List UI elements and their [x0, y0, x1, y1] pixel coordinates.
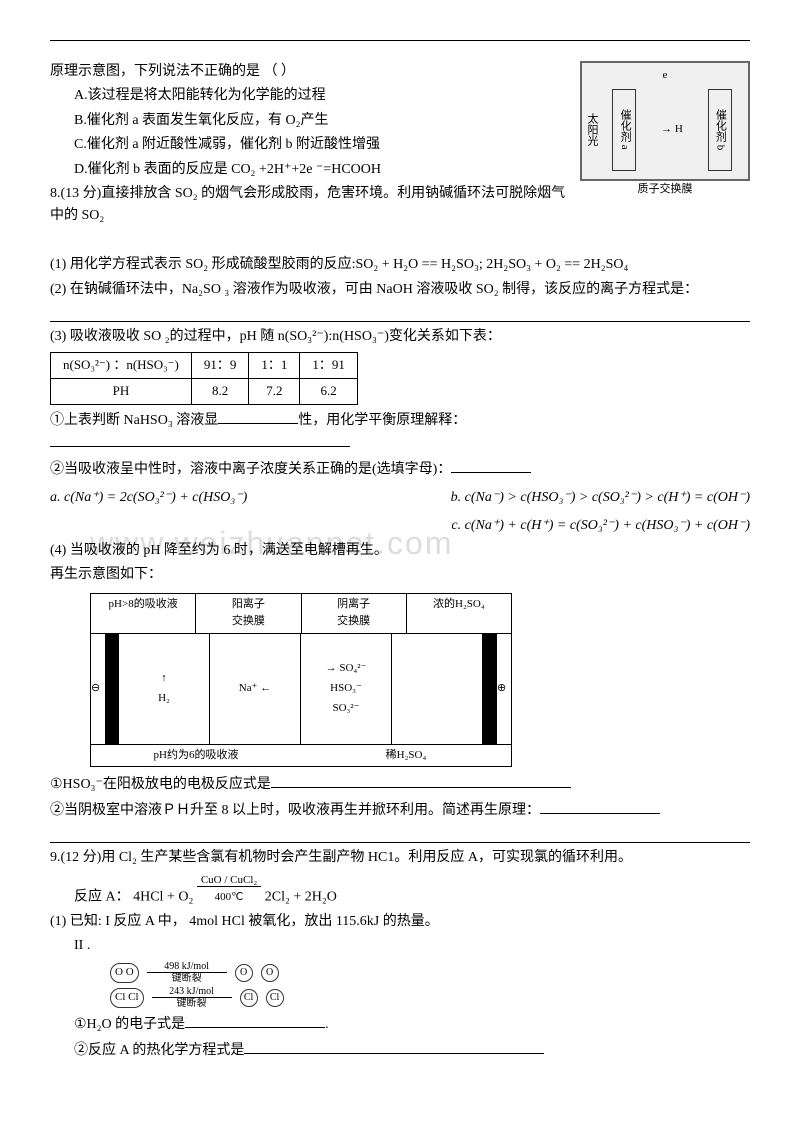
blank-explain[interactable] — [50, 432, 350, 447]
bond-e1: 498 kJ/mol — [164, 961, 209, 972]
table-header-ratio: n(SO₃²⁻) ：n(HSO₃⁻) — [51, 353, 192, 379]
blank-principle[interactable] — [540, 799, 660, 814]
formula-a: a. c(Na⁺) = 2c(SO₃²⁻) + c(HSO₃⁻) — [50, 487, 247, 509]
electro-top-1: pH>8的吸收液 — [91, 594, 196, 633]
bond-e2: 243 kJ/mol — [169, 986, 214, 997]
cell-3: → SO₄²⁻ HSO₃⁻ SO₃²⁻ — [301, 634, 392, 744]
rxn-cond-bot: 400℃ — [215, 891, 244, 903]
table-cell: 1：91 — [300, 353, 358, 379]
catalyst-a-box: 催化剂 a — [612, 89, 636, 171]
ph-table: n(SO₃²⁻) ：n(HSO₃⁻) 91：9 1：1 1：91 PH 8.2 … — [50, 352, 358, 405]
cl-atom: Cl — [266, 989, 284, 1007]
h-arrow: → H — [661, 121, 683, 139]
e-label: e — [586, 67, 744, 85]
sun-label: 太阳光 — [586, 113, 600, 146]
table-cell: 1：1 — [249, 353, 300, 379]
electrolysis-diagram: pH>8的吸收液 阳离子 交换膜 阴离子 交换膜 浓的H₂SO₄ ⊖ ↑H₂ N… — [90, 593, 512, 768]
membrane-label: 质子交换膜 — [580, 181, 750, 199]
cell-2: Na⁺ ← — [210, 634, 301, 744]
blank-letter[interactable] — [451, 458, 531, 473]
q8-p4-2: ②当阴极室中溶液ＰＨ升至 8 以上时，吸收液再生并掀环利用。简述再生原理： — [50, 799, 750, 822]
electro-bot-2: 稀H₂SO₄ — [301, 745, 511, 767]
blank-thermo[interactable] — [244, 1039, 544, 1054]
table-header-ph: PH — [51, 379, 192, 405]
q8-p4-1: ①HSO₃⁻在阳极放电的电极反应式是 — [50, 773, 750, 796]
electro-top-3: 阴离子 交换膜 — [302, 594, 407, 633]
q8-p1: (1) 用化学方程式表示 SO₂ 形成硫酸型胶雨的反应:SO₂ + H₂O ==… — [50, 254, 750, 276]
o-atom: O — [261, 964, 279, 982]
q8-p4-sub: 再生示意图如下： — [50, 564, 750, 586]
anode-sign: ⊕ — [497, 634, 511, 744]
electro-top-4: 浓的H₂SO₄ — [407, 594, 511, 633]
cell-1: ↑H₂ — [119, 634, 210, 744]
oo-pair: O O — [110, 963, 139, 983]
cathode-sign: ⊖ — [91, 634, 105, 744]
q9-p1-1: ①H₂O 的电子式是. — [50, 1013, 750, 1036]
table-cell: 7.2 — [249, 379, 300, 405]
formula-b: b. c(Na⁻) > c(HSO₃⁻) > c(SO₃²⁻) > c(H⁺) … — [451, 487, 750, 509]
q8-p4-lead: (4) 当吸收液的 pH 降至约为 6 时，满送至电解槽再生。 — [50, 540, 750, 562]
bond-break-1: 键断裂 — [172, 973, 202, 984]
electro-top-2: 阳离子 交换膜 — [196, 594, 301, 633]
q8-p2-blank[interactable] — [50, 305, 750, 322]
table-cell: 8.2 — [191, 379, 249, 405]
q9-p1-2: ②反应 A 的热化学方程式是 — [50, 1039, 750, 1062]
anode-bar — [483, 634, 497, 744]
cathode-bar — [105, 634, 119, 744]
table-cell: 6.2 — [300, 379, 358, 405]
blank-acidity[interactable] — [218, 409, 298, 424]
q8-p2: (2) 在钠碱循环法中，Na₂SO ₃ 溶液作为吸收液，可由 NaOH 溶液吸收… — [50, 279, 750, 301]
q8-p3-lead: (3) 吸收液吸收 SO ₂的过程中，pH 随 n(SO₃²⁻):n(HSO₃⁻… — [50, 326, 750, 348]
q9-reaction: 反应 A： 4HCl + O₂ CuO / CuCl₂ 400℃ 2Cl₂ + … — [50, 872, 750, 909]
cell-4 — [392, 634, 483, 744]
blank-principle-2[interactable] — [50, 826, 750, 843]
q9-p1-II: II . — [50, 935, 750, 957]
o-atom: O — [235, 964, 253, 982]
bond-break-2: 键断裂 — [177, 998, 207, 1009]
electro-bot-1: pH约为6的吸收液 — [91, 745, 301, 767]
catalyst-b-box: 催化剂 b — [708, 89, 732, 171]
cl-atom: Cl — [240, 989, 258, 1007]
bond-energy-diagram: O O 498 kJ/mol键断裂 O O Cl Cl 243 kJ/mol键断… — [110, 961, 750, 1009]
q9-stem: 9.(12 分)用 Cl₂ 生产某些含氯有机物时会产生副产物 HC1。利用反应 … — [50, 847, 750, 869]
q8-p3-1: ①上表判断 NaHSO₃ 溶液显性，用化学平衡原理解释： — [50, 409, 750, 456]
formula-c: c. c(Na⁺) + c(H⁺) = c(SO₃²⁻) + c(HSO₃⁻) … — [50, 515, 750, 537]
table-cell: 91：9 — [191, 353, 249, 379]
blank-electron[interactable] — [185, 1013, 325, 1028]
q9-p1-lead: (1) 已知: I 反应 A 中， 4mol HCl 被氧化，放出 115.6k… — [50, 911, 750, 933]
clcl-pair: Cl Cl — [110, 988, 144, 1008]
blank-electrode[interactable] — [271, 773, 571, 788]
q8-p3-2: ②当吸收液呈中性时，溶液中离子浓度关系正确的是(选填字母)： — [50, 458, 750, 481]
rxn-cond-top: CuO / CuCl₂ — [197, 874, 261, 887]
